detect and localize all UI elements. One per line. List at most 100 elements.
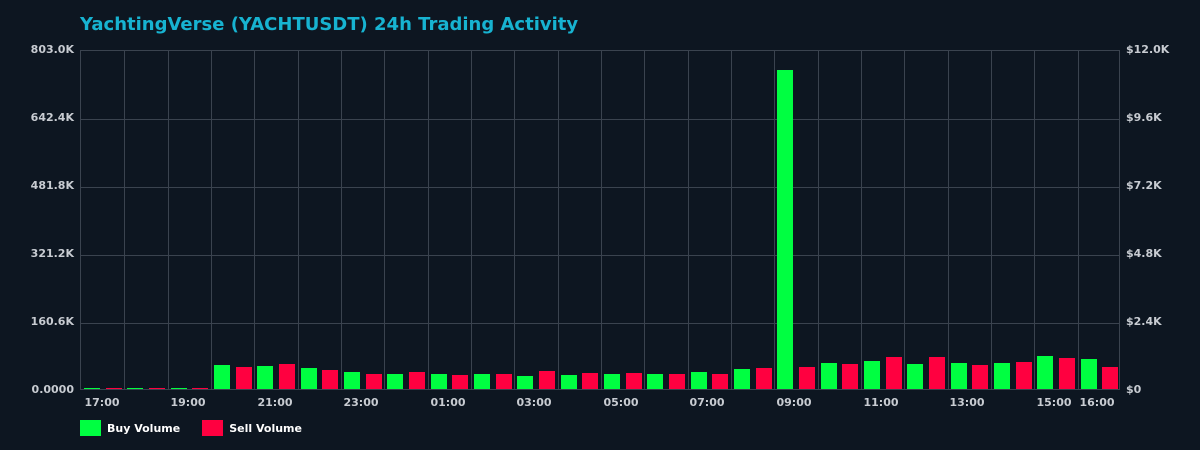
buy-volume-bar[interactable]	[647, 374, 664, 389]
buy-volume-bar[interactable]	[690, 372, 707, 389]
v-gridline	[861, 51, 862, 389]
sell-volume-bar[interactable]	[1015, 361, 1032, 389]
sell-volume-bar[interactable]	[192, 387, 209, 389]
x-tick: 03:00	[516, 396, 552, 409]
sell-volume-bar[interactable]	[842, 364, 859, 389]
y-tick-right: $2.4K	[1126, 315, 1162, 328]
v-gridline	[471, 51, 472, 389]
buy-volume-bar[interactable]	[213, 364, 230, 389]
buy-volume-bar[interactable]	[430, 374, 447, 389]
buy-swatch-icon	[80, 420, 101, 436]
buy-volume-bar[interactable]	[343, 372, 360, 389]
sell-volume-bar[interactable]	[1102, 366, 1119, 389]
x-tick: 15:00	[1036, 396, 1072, 409]
x-tick: 07:00	[689, 396, 725, 409]
buy-volume-bar[interactable]	[777, 70, 794, 389]
sell-volume-bar[interactable]	[1058, 358, 1075, 389]
sell-volume-bar[interactable]	[278, 364, 295, 389]
plot-area	[80, 50, 1120, 390]
v-gridline	[1077, 51, 1079, 389]
v-gridline	[211, 51, 212, 389]
buy-volume-bar[interactable]	[473, 374, 490, 389]
sell-volume-bar[interactable]	[235, 366, 252, 389]
x-tick: 13:00	[949, 396, 985, 409]
buy-volume-bar[interactable]	[257, 366, 274, 389]
h-gridline	[81, 119, 1119, 120]
h-gridline	[81, 323, 1119, 324]
y-tick-left: 481.8K	[30, 179, 74, 192]
buy-volume-bar[interactable]	[127, 387, 144, 389]
chart-title: YachtingVerse (YACHTUSDT) 24h Trading Ac…	[80, 14, 579, 35]
v-gridline	[817, 51, 819, 389]
x-tick: 09:00	[776, 396, 812, 409]
buy-volume-bar[interactable]	[733, 369, 750, 389]
buy-volume-bar[interactable]	[907, 364, 924, 389]
buy-volume-bar[interactable]	[560, 375, 577, 389]
buy-volume-bar[interactable]	[387, 374, 404, 389]
x-tick: 17:00	[84, 396, 120, 409]
v-gridline	[514, 51, 516, 389]
v-gridline	[341, 51, 342, 389]
buy-volume-bar[interactable]	[863, 361, 880, 389]
v-gridline	[774, 51, 776, 389]
buy-volume-bar[interactable]	[1037, 355, 1054, 389]
h-gridline	[81, 255, 1119, 256]
sell-volume-bar[interactable]	[582, 372, 599, 389]
x-tick: 05:00	[603, 396, 639, 409]
sell-volume-bar[interactable]	[798, 366, 815, 389]
sell-volume-bar[interactable]	[668, 374, 685, 389]
x-tick: 11:00	[863, 396, 899, 409]
legend-label-buy: Buy Volume	[107, 421, 181, 435]
v-gridline	[904, 51, 906, 389]
sell-volume-bar[interactable]	[755, 367, 772, 389]
legend-item-buy[interactable]: Buy Volume	[80, 420, 180, 436]
v-gridline	[991, 51, 992, 389]
sell-volume-bar[interactable]	[928, 356, 945, 389]
y-tick-left: 642.4K	[30, 111, 74, 124]
buy-volume-bar[interactable]	[950, 363, 967, 389]
buy-volume-bar[interactable]	[993, 363, 1010, 389]
y-tick-left: 321.2K	[30, 247, 74, 260]
y-tick-right: $4.8K	[1126, 247, 1162, 260]
y-tick-right: $12.0K	[1126, 43, 1170, 56]
y-tick-right: $9.6K	[1126, 111, 1162, 124]
sell-volume-bar[interactable]	[105, 387, 122, 389]
buy-volume-bar[interactable]	[517, 375, 534, 389]
sell-volume-bar[interactable]	[365, 374, 382, 389]
buy-volume-bar[interactable]	[300, 367, 317, 389]
y-tick-left: 0.0000	[31, 383, 74, 396]
buy-volume-bar[interactable]	[170, 387, 187, 389]
v-gridline	[124, 51, 126, 389]
legend-label-sell: Sell Volume	[229, 421, 302, 435]
v-gridline	[167, 51, 169, 389]
v-gridline	[601, 51, 602, 389]
sell-volume-bar[interactable]	[538, 370, 555, 389]
sell-volume-bar[interactable]	[495, 374, 512, 389]
sell-volume-bar[interactable]	[712, 374, 729, 389]
sell-volume-bar[interactable]	[625, 372, 642, 389]
v-gridline	[384, 51, 386, 389]
sell-volume-bar[interactable]	[148, 387, 165, 389]
v-gridline	[947, 51, 949, 389]
v-gridline	[254, 51, 256, 389]
x-tick: 21:00	[257, 396, 293, 409]
buy-volume-bar[interactable]	[1080, 358, 1097, 389]
x-tick: 23:00	[343, 396, 379, 409]
x-tick: 01:00	[430, 396, 466, 409]
buy-volume-bar[interactable]	[820, 363, 837, 389]
y-tick-right: $0	[1126, 383, 1142, 396]
v-gridline	[687, 51, 689, 389]
sell-volume-bar[interactable]	[452, 375, 469, 389]
sell-volume-bar[interactable]	[408, 372, 425, 389]
y-tick-left: 803.0K	[30, 43, 74, 56]
buy-volume-bar[interactable]	[603, 374, 620, 389]
v-gridline	[644, 51, 646, 389]
x-tick: 16:00	[1079, 396, 1115, 409]
sell-volume-bar[interactable]	[322, 369, 339, 389]
sell-volume-bar[interactable]	[972, 364, 989, 389]
v-gridline	[427, 51, 429, 389]
buy-volume-bar[interactable]	[83, 387, 100, 389]
legend-item-sell[interactable]: Sell Volume	[202, 420, 302, 436]
sell-volume-bar[interactable]	[885, 356, 902, 389]
x-tick: 19:00	[170, 396, 206, 409]
